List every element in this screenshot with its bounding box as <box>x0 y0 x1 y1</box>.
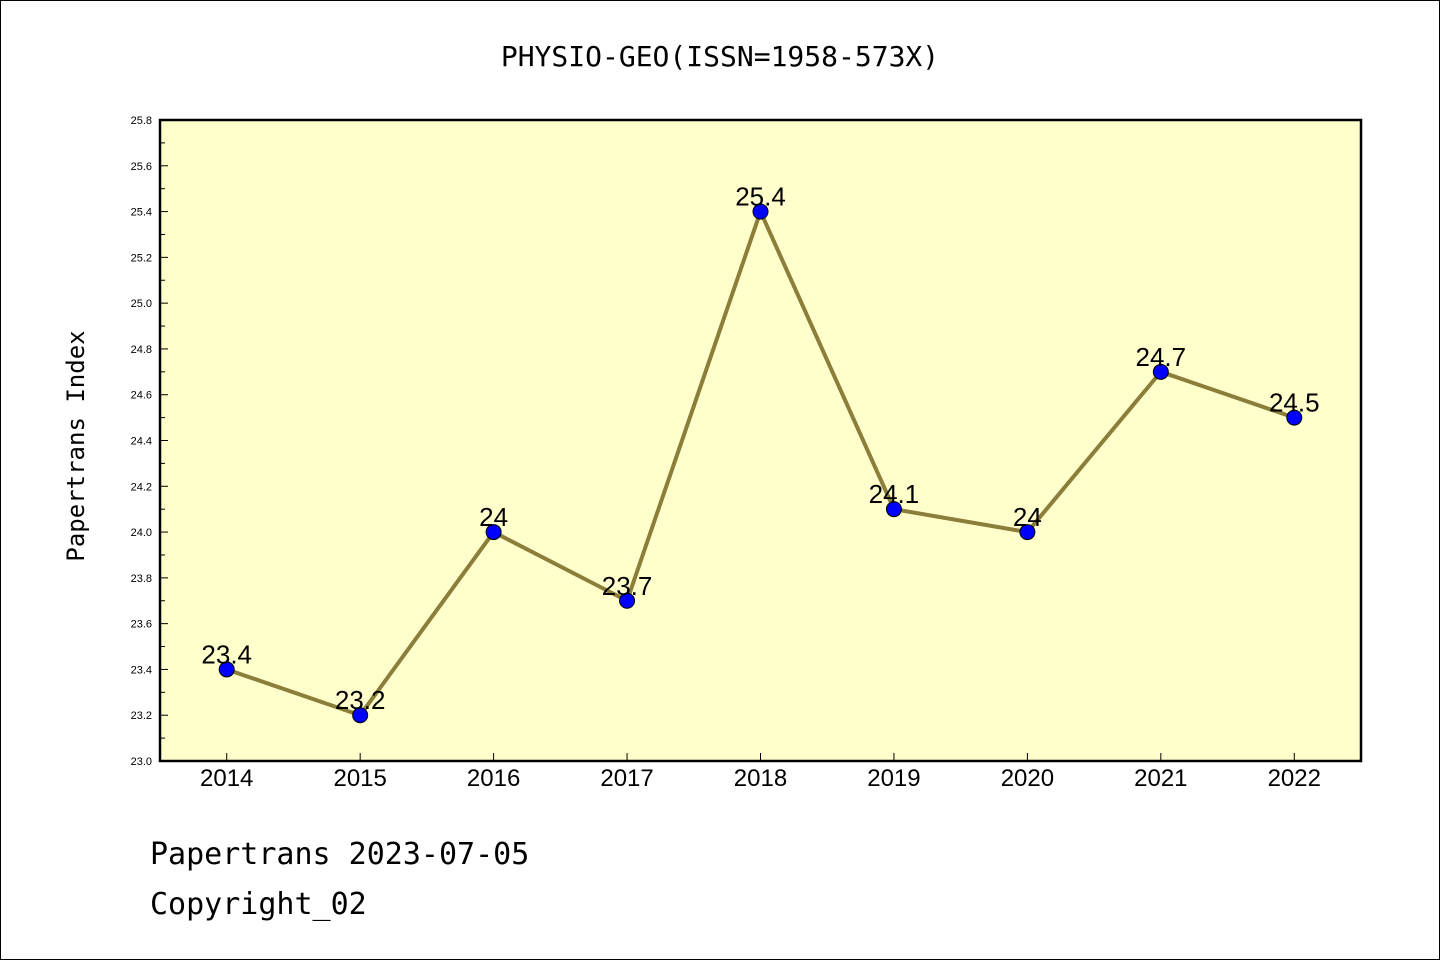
x-tick-label: 2019 <box>867 765 920 792</box>
chart-title: PHYSIO-GEO(ISSN=1958-573X) <box>501 40 939 73</box>
data-label: 23.4 <box>201 639 252 669</box>
data-point <box>619 592 636 609</box>
data-point <box>218 661 235 678</box>
data-point <box>885 501 902 518</box>
y-tick-label: 24.4 <box>131 436 152 448</box>
x-tick-label: 2022 <box>1268 765 1321 792</box>
y-tick-label: 24.8 <box>131 344 152 356</box>
data-label: 24 <box>1013 502 1042 532</box>
data-label: 24.1 <box>869 479 920 509</box>
plot-area: 23.0 23.2 23.4 23.6 23.8 24.0 24.2 24.4 24.6 24.8… <box>131 115 1363 792</box>
data-point <box>1019 524 1036 541</box>
data-point <box>485 524 502 541</box>
footer-copyright: Copyright_02 <box>150 887 367 922</box>
y-axis-label: Papertrans Index <box>62 330 90 561</box>
x-tick-label: 2020 <box>1001 765 1054 792</box>
data-label: 24 <box>479 502 508 532</box>
data-point <box>752 203 769 220</box>
x-tick-label: 2017 <box>600 765 653 792</box>
x-tick-label: 2016 <box>467 765 520 792</box>
data-point <box>352 707 369 724</box>
plot-background <box>160 120 1361 761</box>
x-tick-label: 2018 <box>734 765 787 792</box>
y-tick-label: 24.2 <box>131 481 152 493</box>
y-tick-label: 24.0 <box>131 527 152 539</box>
data-label: 24.5 <box>1269 388 1320 418</box>
y-tick-label: 23.2 <box>131 710 152 722</box>
y-tick-label: 23.6 <box>131 619 152 631</box>
footer-date: Papertrans 2023-07-05 <box>150 837 529 872</box>
y-tick-label: 23.0 <box>131 756 152 768</box>
data-point <box>1286 409 1303 426</box>
x-tick-label: 2014 <box>200 765 253 792</box>
y-tick-label: 25.8 <box>131 115 152 127</box>
x-tick-label: 2015 <box>333 765 386 792</box>
y-tick-label: 25.0 <box>131 298 152 310</box>
y-tick-label: 23.8 <box>131 573 152 585</box>
plot-border <box>158 118 1363 763</box>
data-label: 23.2 <box>335 685 386 715</box>
x-tick-label: 2021 <box>1134 765 1187 792</box>
y-tick-label: 25.6 <box>131 161 152 173</box>
y-tick-label: 23.4 <box>131 664 152 676</box>
y-tick-label: 25.4 <box>131 207 152 219</box>
data-label: 24.7 <box>1136 342 1187 372</box>
data-label: 23.7 <box>602 571 653 601</box>
data-point <box>1152 363 1169 380</box>
y-tick-label: 24.6 <box>131 390 152 402</box>
data-label: 25.4 <box>735 182 786 212</box>
y-tick-label: 25.2 <box>131 252 152 264</box>
